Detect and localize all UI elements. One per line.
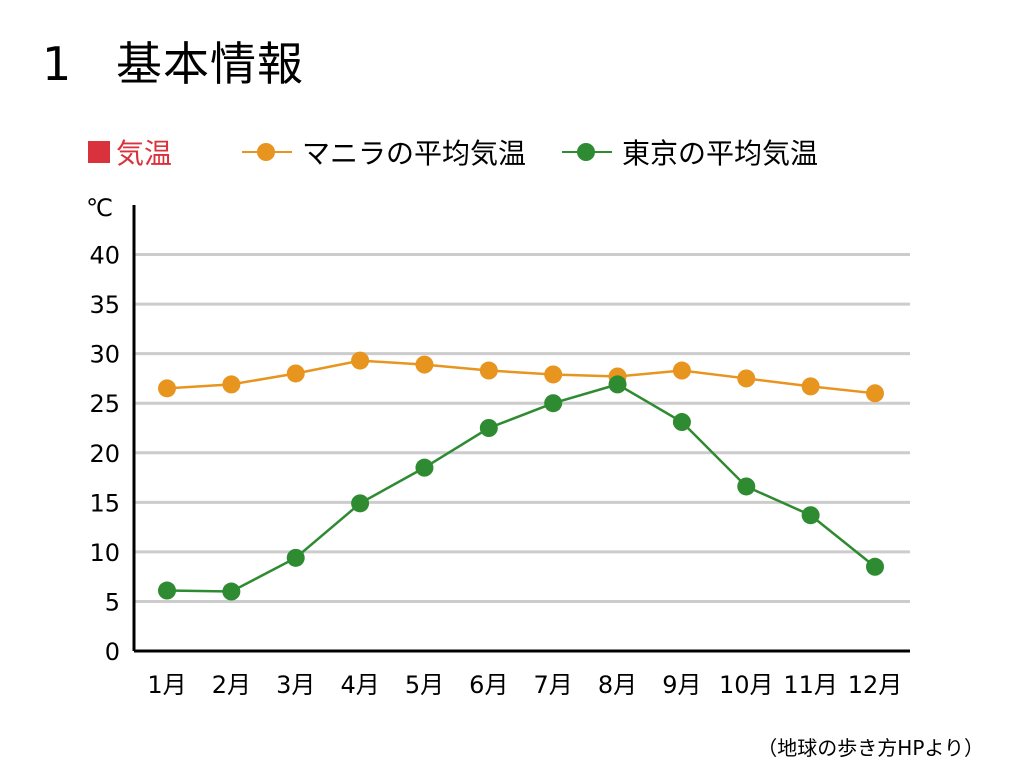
legend-lead-label: 気温 — [116, 137, 173, 170]
x-tick-label: 3月 — [276, 671, 315, 699]
series-line-tokyo — [166, 383, 876, 593]
x-tick-label: 9月 — [662, 671, 701, 699]
data-point-tokyo — [286, 548, 305, 567]
y-tick-label: 0 — [105, 638, 120, 666]
y-tick-label: 20 — [89, 440, 120, 468]
data-point-manila — [801, 377, 820, 396]
legend-marker-manila — [242, 142, 293, 162]
y-tick-label: 40 — [89, 242, 120, 270]
data-point-manila — [672, 361, 691, 380]
data-point-tokyo — [801, 506, 820, 525]
data-point-tokyo — [866, 557, 884, 576]
data-point-manila — [479, 361, 498, 380]
data-point-tokyo — [479, 419, 498, 437]
data-point-manila — [544, 365, 563, 384]
x-tick-label: 4月 — [340, 671, 379, 699]
x-tick-label: 12月 — [848, 671, 903, 699]
y-axis-unit: ℃ — [86, 194, 113, 222]
data-point-tokyo — [222, 582, 241, 601]
y-tick-label: 30 — [89, 341, 120, 369]
slide-number: 1 — [42, 37, 73, 91]
data-point-tokyo — [351, 494, 370, 513]
legend-lead-swatch — [88, 141, 110, 163]
y-tick-label: 5 — [105, 588, 120, 616]
y-tick-label: 15 — [89, 489, 120, 517]
data-point-tokyo — [737, 477, 756, 496]
legend-item-manila: マニラの平均気温 — [242, 132, 526, 172]
data-point-manila — [286, 364, 305, 383]
data-point-tokyo — [672, 413, 691, 432]
data-point-tokyo — [415, 458, 434, 477]
y-tick-label: 25 — [89, 390, 120, 418]
legend-item-tokyo: 東京の平均気温 — [562, 132, 818, 172]
x-tick-label: 5月 — [405, 671, 444, 699]
x-tick-label: 6月 — [469, 671, 508, 699]
legend-marker-tokyo — [562, 142, 613, 162]
data-point-manila — [222, 375, 241, 394]
y-tick-label: 35 — [89, 291, 120, 319]
x-tick-label: 10月 — [719, 671, 774, 699]
data-point-manila — [351, 351, 370, 370]
source-note: （地球の歩き方HPより） — [757, 736, 984, 760]
data-point-tokyo — [544, 394, 563, 413]
x-tick-label: 7月 — [534, 671, 573, 699]
chart-legend: 気温 マニラの平均気温 東京の平均気温 — [88, 134, 854, 170]
x-tick-label: 11月 — [783, 671, 838, 699]
legend-label-manila: マニラの平均気温 — [302, 137, 527, 170]
x-tick-label: 2月 — [212, 671, 251, 699]
data-point-manila — [866, 384, 884, 403]
legend-label-tokyo: 東京の平均気温 — [622, 137, 819, 170]
series-line-manila — [166, 359, 876, 395]
y-tick-label: 10 — [89, 539, 120, 567]
x-tick-label: 8月 — [598, 671, 637, 699]
data-point-manila — [737, 369, 756, 388]
data-point-tokyo — [158, 581, 176, 600]
data-point-manila — [415, 355, 434, 374]
x-tick-label: 1月 — [147, 671, 186, 699]
slide-title: 1 基本情報 — [42, 28, 304, 94]
slide-heading: 基本情報 — [116, 37, 304, 91]
data-point-manila — [158, 379, 176, 398]
data-point-tokyo — [608, 375, 627, 394]
